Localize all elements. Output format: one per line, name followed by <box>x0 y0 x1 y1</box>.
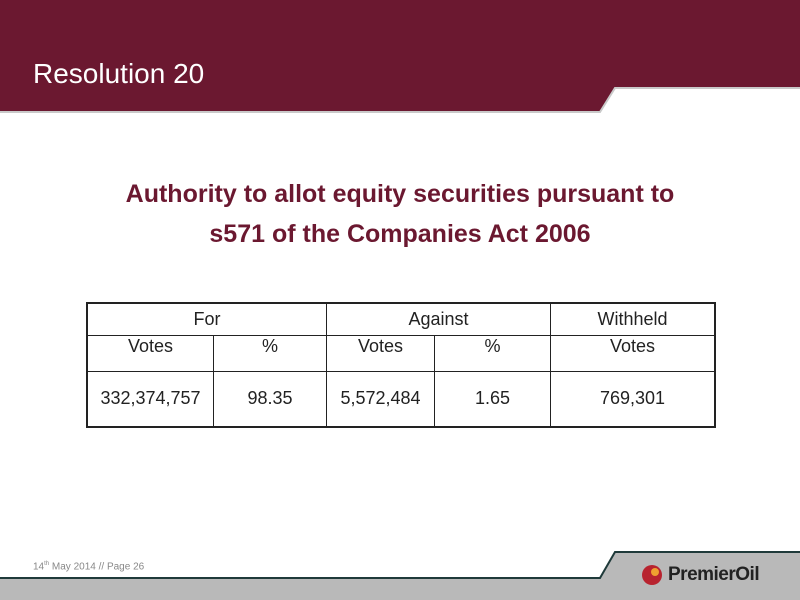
votes-table: For Against Withheld Votes % Votes % Vot… <box>86 302 716 428</box>
footer-text: 14th May 2014 // Page 26 <box>33 561 144 572</box>
subheader: Votes <box>550 334 716 372</box>
group-header: For <box>86 302 327 336</box>
group-header: Against <box>326 302 551 336</box>
cell: 769,301 <box>550 370 716 428</box>
footer-edge <box>0 551 800 579</box>
slide-title: Resolution 20 <box>33 58 205 89</box>
header-edge <box>0 87 800 113</box>
subheader: Votes <box>86 334 214 372</box>
logo-icon <box>642 565 662 585</box>
footer-day-suffix: th <box>44 561 50 567</box>
subtitle-line: s571 of the Companies Act 2006 <box>209 220 591 248</box>
footer-band <box>0 552 800 600</box>
logo-text: PremierOil <box>668 564 760 585</box>
subheader: % <box>213 334 327 372</box>
cell: 5,572,484 <box>326 370 435 428</box>
cell: 98.35 <box>213 370 327 428</box>
subheader: % <box>434 334 551 372</box>
logo-icon-dot <box>651 568 659 576</box>
subtitle-line: Authority to allot equity securities pur… <box>125 180 675 208</box>
cell: 332,374,757 <box>86 370 214 428</box>
header-band <box>0 0 800 112</box>
group-header: Withheld <box>550 302 716 336</box>
subheader: Votes <box>326 334 435 372</box>
subtitle: Authority to allot equity securities pur… <box>0 174 800 254</box>
footer-day: 14 <box>33 561 45 573</box>
footer-rest: May 2014 // Page 26 <box>49 561 145 573</box>
cell: 1.65 <box>434 370 551 428</box>
